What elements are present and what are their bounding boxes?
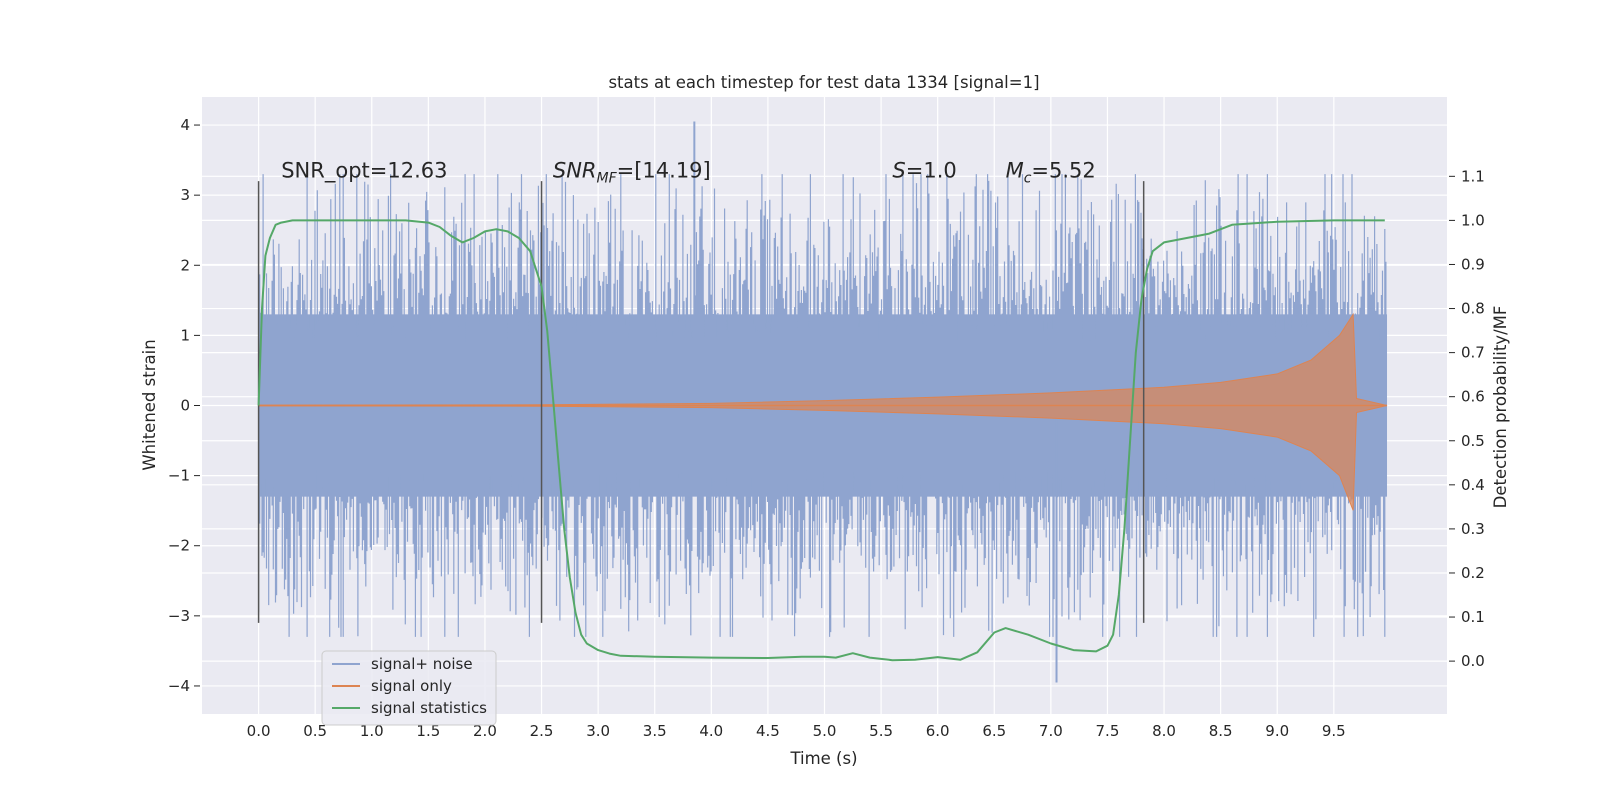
annotation: SNR_opt=12.63 xyxy=(281,159,447,184)
annotation: SNRMF=[14.19] xyxy=(553,159,711,187)
legend: signal+ noise signal only signal statist… xyxy=(321,650,497,726)
y-axis-ticks: 4 3 2 1 0 −1 −2 −3 −4 xyxy=(168,116,200,695)
y2-tick-label: 0.0 xyxy=(1461,652,1485,670)
y2-tick-label: 0.3 xyxy=(1461,520,1485,538)
x-tick-label: 6.0 xyxy=(926,722,950,740)
x-tick-label: 7.0 xyxy=(1039,722,1063,740)
x-tick-label: 9.0 xyxy=(1265,722,1289,740)
x-tick-label: 5.5 xyxy=(869,722,893,740)
y2-tick-label: 0.8 xyxy=(1461,300,1485,318)
x-tick-label: 6.5 xyxy=(982,722,1006,740)
x-tick-label: 3.0 xyxy=(586,722,610,740)
annotation: S=1.0 xyxy=(892,159,956,183)
y-tick-label: 1 xyxy=(180,326,190,344)
y2-tick-label: 0.9 xyxy=(1461,255,1485,273)
y-tick-label: −4 xyxy=(168,677,190,695)
signal-statistics-line xyxy=(257,219,1385,662)
y2-tick-label: 0.7 xyxy=(1461,344,1485,362)
chart-title: stats at each timestep for test data 133… xyxy=(608,73,1039,92)
y2-tick-label: 0.6 xyxy=(1461,388,1485,406)
y-tick-label: −3 xyxy=(168,607,190,625)
y2-tick-label: 0.5 xyxy=(1461,432,1485,450)
legend-label-signal-only: signal only xyxy=(371,677,452,695)
y-axis-label: Whitened strain xyxy=(140,339,159,470)
legend-box xyxy=(321,650,497,726)
y-tick-label: 4 xyxy=(180,116,190,134)
y-tick-label: −1 xyxy=(168,467,190,485)
x-tick-label: 0.0 xyxy=(247,722,271,740)
x-tick-label: 2.5 xyxy=(530,722,554,740)
x-axis-label: Time (s) xyxy=(789,749,857,768)
x-tick-label: 2.0 xyxy=(473,722,497,740)
x-tick-label: 5.0 xyxy=(813,722,837,740)
y2-tick-label: 0.4 xyxy=(1461,476,1485,494)
x-tick-label: 1.0 xyxy=(360,722,384,740)
y2-tick-label: 1.0 xyxy=(1461,211,1485,229)
y-tick-label: 0 xyxy=(180,397,190,415)
x-tick-label: 0.5 xyxy=(303,722,327,740)
y2-tick-label: 0.1 xyxy=(1461,608,1485,626)
plot-area xyxy=(257,121,1388,683)
x-tick-label: 3.5 xyxy=(643,722,667,740)
series-signal-only xyxy=(258,312,1388,511)
annotations: SNR_opt=12.63 SNRMF=[14.19] S=1.0 Mc=5.52 xyxy=(281,159,1096,187)
signal-only-envelope xyxy=(258,312,1388,511)
annotation: Mc=5.52 xyxy=(1006,159,1096,187)
x-tick-label: 7.5 xyxy=(1096,722,1120,740)
x-axis-ticks: 0.0 0.5 1.0 1.5 2.0 2.5 3.0 3.5 4.0 4.5 5.0 5.5 6.0 6… xyxy=(247,722,1346,740)
x-tick-label: 4.0 xyxy=(699,722,723,740)
x-tick-label: 8.5 xyxy=(1209,722,1233,740)
x-tick-label: 4.5 xyxy=(756,722,780,740)
legend-label-signal-noise: signal+ noise xyxy=(371,655,473,673)
x-tick-label: 9.5 xyxy=(1322,722,1346,740)
y-tick-label: 2 xyxy=(180,256,190,274)
y-tick-label: −2 xyxy=(168,537,190,555)
y2-axis-label: Detection probability/MF xyxy=(1491,306,1510,509)
legend-label-signal-statistics: signal statistics xyxy=(371,699,487,717)
y2-tick-label: 1.1 xyxy=(1461,167,1485,185)
y2-axis-ticks: 1.1 1.0 0.9 0.8 0.7 0.6 0.5 0.4 0.3 0.2 0.1 0.0 xyxy=(1449,167,1485,670)
x-tick-label: 1.5 xyxy=(416,722,440,740)
x-tick-label: 8.0 xyxy=(1152,722,1176,740)
y-tick-label: 3 xyxy=(180,186,190,204)
series-signal-statistics xyxy=(257,219,1385,662)
y2-tick-label: 0.2 xyxy=(1461,564,1485,582)
